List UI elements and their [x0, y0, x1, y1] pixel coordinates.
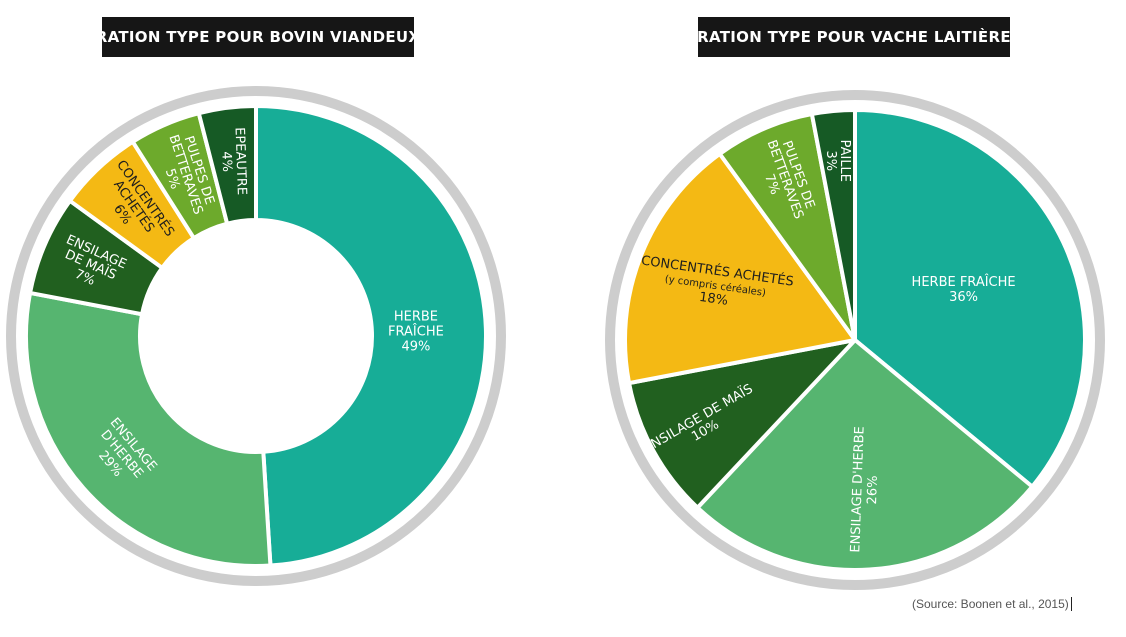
chart-title-bovin-viandeux: RATION TYPE POUR BOVIN VIANDEUX	[96, 17, 420, 57]
pie-label-bovin-5: EPEAUTRE4%	[218, 127, 249, 196]
pie-slice-vache-5	[809, 108, 857, 342]
pie-label-vache-0: HERBE FRAÎCHE 36%	[912, 274, 1016, 305]
pie-slice-bovin-5	[196, 104, 258, 226]
pie-label-vache-5: PAILLE3%	[823, 140, 852, 182]
outer-ring-bovin	[6, 86, 506, 586]
pie-slice-vache-3	[623, 151, 857, 386]
source-note: (Source: Boonen et al., 2015)	[912, 597, 1072, 611]
pie-slice-vache-1	[695, 338, 1035, 572]
chart-title-vache-laitiere: RATION TYPE POUR VACHE LAITIÈRE	[697, 17, 1011, 57]
pie-slice-bovin-0	[254, 104, 488, 568]
pie-slice-vache-0	[853, 108, 1087, 489]
pie-slice-vache-2	[627, 338, 857, 510]
pie-chart-vache-laitiere: HERBE FRAÎCHE 36%ENSILAGE D'HERBE26%ENSIL…	[605, 90, 1105, 590]
outer-ring-vache	[605, 90, 1105, 590]
pie-chart-bovin-viandeux: HERBE FRAÎCHE 49%ENSILAGED'HERBE29%ENSILAG…	[6, 86, 506, 586]
pie-slice-bovin-1	[24, 290, 273, 568]
pie-label-bovin-0: HERBE FRAÎCHE 49%	[388, 310, 444, 355]
pie-label-vache-1: ENSILAGE D'HERBE26%	[848, 426, 882, 553]
